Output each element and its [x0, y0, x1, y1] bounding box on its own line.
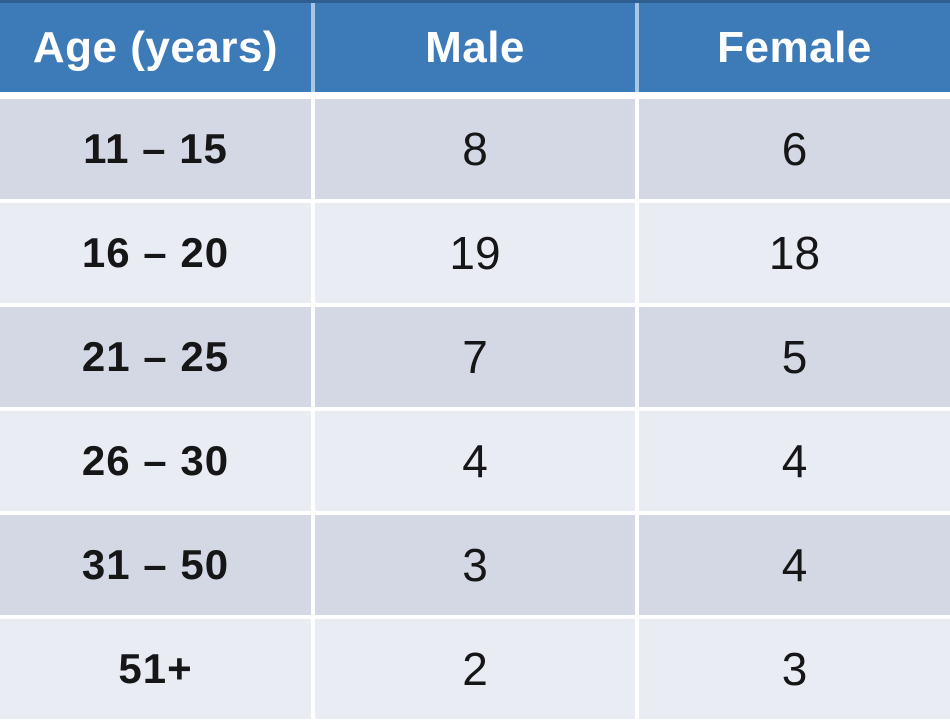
table-body: 11 – 15 8 6 16 – 20 19 18 21 – 25 7 5 26 – 30 4 4 31… — [0, 99, 950, 722]
female-cell: 4 — [639, 411, 950, 511]
female-cell: 18 — [639, 203, 950, 303]
female-cell: 5 — [639, 307, 950, 407]
age-cell: 51+ — [0, 619, 311, 719]
age-cell: 16 – 20 — [0, 203, 311, 303]
age-cell: 11 – 15 — [0, 99, 311, 199]
female-cell: 3 — [639, 619, 950, 719]
age-cell: 21 – 25 — [0, 307, 311, 407]
age-cell: 31 – 50 — [0, 515, 311, 615]
male-cell: 4 — [315, 411, 635, 511]
table-row: 21 – 25 7 5 — [0, 307, 950, 407]
table-row: 11 – 15 8 6 — [0, 99, 950, 199]
male-cell: 7 — [315, 307, 635, 407]
male-cell: 8 — [315, 99, 635, 199]
table-row: 26 – 30 4 4 — [0, 411, 950, 511]
table-row: 51+ 2 3 — [0, 619, 950, 719]
header-separator — [0, 92, 950, 99]
table-header-row: Age (years) Male Female — [0, 0, 950, 92]
table-row: 31 – 50 3 4 — [0, 515, 950, 615]
column-header-female: Female — [639, 3, 950, 92]
column-header-age: Age (years) — [0, 3, 311, 92]
male-cell: 19 — [315, 203, 635, 303]
female-cell: 6 — [639, 99, 950, 199]
table-row: 16 – 20 19 18 — [0, 203, 950, 303]
female-cell: 4 — [639, 515, 950, 615]
male-cell: 2 — [315, 619, 635, 719]
age-cell: 26 – 30 — [0, 411, 311, 511]
column-header-male: Male — [315, 3, 635, 92]
male-cell: 3 — [315, 515, 635, 615]
